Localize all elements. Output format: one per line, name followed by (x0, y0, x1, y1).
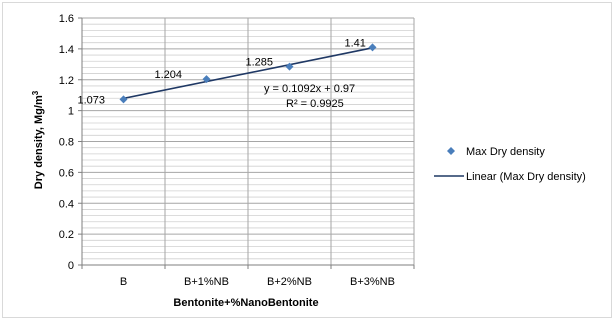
data-label: 1.073 (78, 94, 106, 106)
y-tick-label: 0.2 (59, 229, 74, 241)
data-point-marker (119, 95, 128, 104)
y-tick-label: 1 (68, 106, 74, 118)
legend-label-series: Max Dry density (466, 146, 545, 158)
y-tick-label: 1.6 (59, 13, 74, 25)
data-label: 1.285 (246, 57, 274, 69)
legend: Max Dry density Linear (Max Dry density) (434, 146, 586, 183)
x-tick-label: B+1%NB (184, 276, 229, 288)
x-tick-label: B (120, 276, 127, 288)
y-tick-labels: 0 0.2 0.4 0.6 0.8 1 1.2 1.4 1.6 (59, 13, 74, 272)
x-tick-labels: B B+1%NB B+2%NB B+3%NB (120, 276, 395, 288)
y-axis-title: Dry density, Mg/m3 (31, 90, 45, 189)
y-tick-label: 0 (68, 260, 74, 272)
data-markers (119, 43, 377, 104)
data-label: 1.204 (155, 69, 183, 81)
legend-label-trend: Linear (Max Dry density) (466, 171, 586, 183)
data-label: 1.41 (345, 37, 366, 49)
data-point-marker (202, 75, 211, 84)
y-tick-label: 0.4 (59, 198, 74, 210)
x-tick-label: B+2%NB (267, 276, 312, 288)
data-point-marker (285, 62, 294, 71)
y-axis-title-main: Dry density, Mg/m (33, 95, 45, 189)
trendline-line (123, 47, 373, 100)
x-axis-title: Bentonite+%NanoBentonite (173, 297, 318, 309)
y-tick-label: 1.4 (59, 44, 74, 56)
data-point-marker (368, 43, 377, 52)
legend-marker-series (447, 147, 455, 155)
y-tick-label: 0.6 (59, 167, 74, 179)
trendline (123, 47, 373, 100)
trendline-r-squared: R² = 0.9925 (286, 98, 344, 110)
x-tick-label: B+3%NB (350, 276, 395, 288)
axes (78, 17, 415, 269)
trendline-equation: y = 0.1092x + 0.97 (264, 83, 355, 95)
data-labels: 1.073 1.204 1.285 1.41 (78, 37, 366, 106)
y-tick-label: 1.2 (59, 75, 74, 87)
y-tick-label: 0.8 (59, 137, 74, 149)
y-axis-title-superscript: 3 (31, 90, 40, 95)
grid-lines (81, 17, 415, 266)
